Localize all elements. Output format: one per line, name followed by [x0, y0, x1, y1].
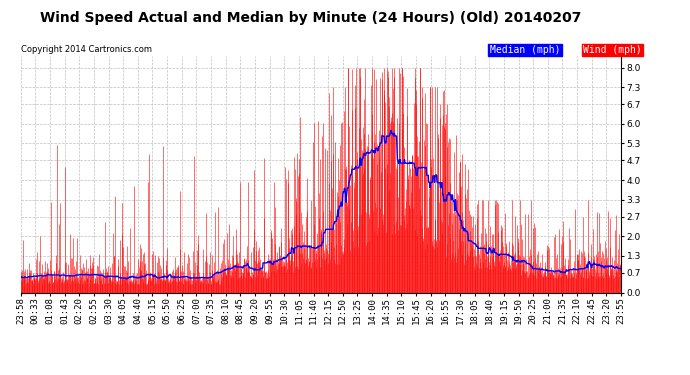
Text: Wind (mph): Wind (mph) — [583, 45, 642, 55]
Text: Median (mph): Median (mph) — [490, 45, 560, 55]
Text: Wind Speed Actual and Median by Minute (24 Hours) (Old) 20140207: Wind Speed Actual and Median by Minute (… — [40, 11, 581, 25]
Text: Copyright 2014 Cartronics.com: Copyright 2014 Cartronics.com — [21, 45, 152, 54]
